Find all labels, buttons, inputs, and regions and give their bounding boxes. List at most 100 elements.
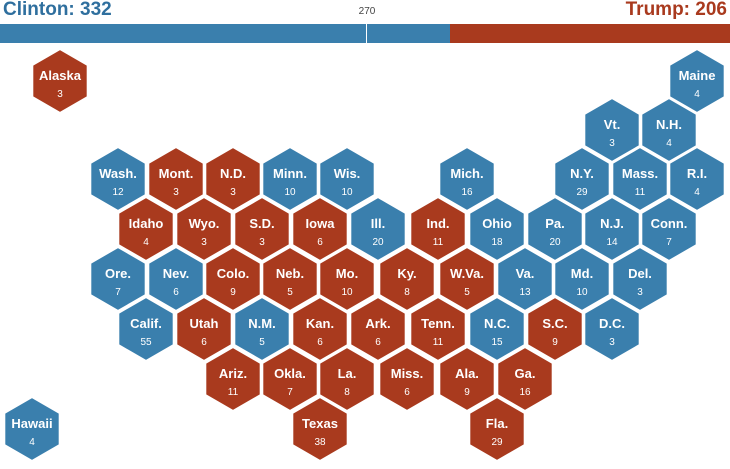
state-name-label: Wyo. <box>189 216 220 231</box>
state-votes-label: 11 <box>635 187 646 198</box>
state-hex-tenn: Tenn. 11 <box>409 295 467 363</box>
state-hex-ny: N.Y. 29 <box>553 145 611 213</box>
state-name-label: Mo. <box>336 266 358 281</box>
state-hex-shape <box>117 295 175 363</box>
state-name-label: Alaska <box>39 68 82 83</box>
state-hex-la: La. 8 <box>318 345 376 413</box>
state-hex-nd: N.D. 3 <box>204 145 262 213</box>
state-votes-label: 5 <box>259 337 265 348</box>
state-hex-ohio: Ohio 18 <box>468 195 526 263</box>
state-hex-shape <box>291 295 349 363</box>
state-name-label: Colo. <box>217 266 250 281</box>
state-name-label: D.C. <box>599 316 625 331</box>
state-hex-shape <box>553 145 611 213</box>
state-votes-label: 9 <box>230 287 236 298</box>
state-hex-shape <box>438 145 496 213</box>
state-hex-shape <box>31 47 89 115</box>
state-name-label: Idaho <box>129 216 164 231</box>
state-hex-shape <box>89 245 147 313</box>
trump-total: Trump: 206 <box>625 0 727 20</box>
state-name-label: Ohio <box>482 216 512 231</box>
state-hex-shape <box>89 145 147 213</box>
electoral-vote-bar <box>0 24 730 43</box>
state-votes-label: 3 <box>57 89 63 100</box>
state-hex-shape <box>496 345 554 413</box>
state-votes-label: 4 <box>694 89 700 100</box>
state-name-label: Utah <box>190 316 219 331</box>
state-hex-mich: Mich. 16 <box>438 145 496 213</box>
state-votes-label: 12 <box>112 187 124 198</box>
state-hex-okla: Okla. 7 <box>261 345 319 413</box>
state-hex-shape <box>668 145 726 213</box>
state-hex-shape <box>611 245 669 313</box>
state-name-label: Vt. <box>604 117 621 132</box>
state-votes-label: 4 <box>29 437 35 448</box>
state-votes-label: 11 <box>433 237 444 248</box>
state-hex-wyo: Wyo. 3 <box>175 195 233 263</box>
state-hex-sc: S.C. 9 <box>526 295 584 363</box>
state-hex-shape <box>438 245 496 313</box>
state-hex-shape <box>291 395 349 463</box>
state-votes-label: 29 <box>491 437 503 448</box>
state-hex-conn: Conn. 7 <box>640 195 698 263</box>
state-hex-nj: N.J. 14 <box>583 195 641 263</box>
state-hex-maine: Maine 4 <box>668 47 726 115</box>
state-hex-shape <box>233 195 291 263</box>
state-hex-utah: Utah 6 <box>175 295 233 363</box>
state-hex-minn: Minn. 10 <box>261 145 319 213</box>
state-hex-nh: N.H. 4 <box>640 96 698 164</box>
state-hex-wva: W.Va. 5 <box>438 245 496 313</box>
state-hex-ill: Ill. 20 <box>349 195 407 263</box>
state-hex-shape <box>261 145 319 213</box>
state-votes-label: 18 <box>491 237 503 248</box>
state-votes-label: 38 <box>314 437 326 448</box>
state-hex-calif: Calif. 55 <box>117 295 175 363</box>
state-name-label: Calif. <box>130 316 162 331</box>
state-name-label: Minn. <box>273 166 307 181</box>
state-name-label: Tenn. <box>421 316 455 331</box>
state-votes-label: 6 <box>404 387 410 398</box>
state-hex-ri: R.I. 4 <box>668 145 726 213</box>
state-hex-wis: Wis. 10 <box>318 145 376 213</box>
state-name-label: Mont. <box>159 166 194 181</box>
state-hex-ark: Ark. 6 <box>349 295 407 363</box>
state-votes-label: 8 <box>344 387 350 398</box>
state-hex-mass: Mass. 11 <box>611 145 669 213</box>
state-hex-shape <box>349 295 407 363</box>
state-name-label: Ariz. <box>219 366 247 381</box>
state-hex-shape <box>3 395 61 463</box>
state-name-label: Iowa <box>306 216 336 231</box>
state-hex-shape <box>378 245 436 313</box>
state-votes-label: 3 <box>637 287 643 298</box>
state-hex-shape <box>553 245 611 313</box>
state-hex-nev: Nev. 6 <box>147 245 205 313</box>
state-hex-shape <box>204 245 262 313</box>
state-name-label: Conn. <box>651 216 688 231</box>
state-hex-shape <box>291 195 349 263</box>
state-votes-label: 3 <box>230 187 236 198</box>
state-hex-shape <box>318 145 376 213</box>
state-hex-shape <box>583 96 641 164</box>
state-hex-shape <box>261 345 319 413</box>
state-name-label: N.Y. <box>570 166 594 181</box>
state-hex-ky: Ky. 8 <box>378 245 436 313</box>
state-votes-label: 16 <box>461 187 473 198</box>
state-name-label: Nev. <box>163 266 190 281</box>
state-hex-shape <box>147 245 205 313</box>
state-hex-shape <box>175 195 233 263</box>
state-votes-label: 10 <box>341 187 353 198</box>
state-hex-shape <box>583 195 641 263</box>
state-name-label: Ill. <box>371 216 385 231</box>
state-votes-label: 3 <box>609 337 615 348</box>
state-name-label: Kan. <box>306 316 334 331</box>
state-hex-shape <box>611 145 669 213</box>
state-hex-del: Del. 3 <box>611 245 669 313</box>
state-hex-ore: Ore. 7 <box>89 245 147 313</box>
state-name-label: Mass. <box>622 166 658 181</box>
state-name-label: Ga. <box>515 366 536 381</box>
state-hex-colo: Colo. 9 <box>204 245 262 313</box>
state-hex-fla: Fla. 29 <box>468 395 526 463</box>
state-votes-label: 10 <box>341 287 353 298</box>
state-hex-va: Va. 13 <box>496 245 554 313</box>
state-name-label: N.M. <box>248 316 275 331</box>
